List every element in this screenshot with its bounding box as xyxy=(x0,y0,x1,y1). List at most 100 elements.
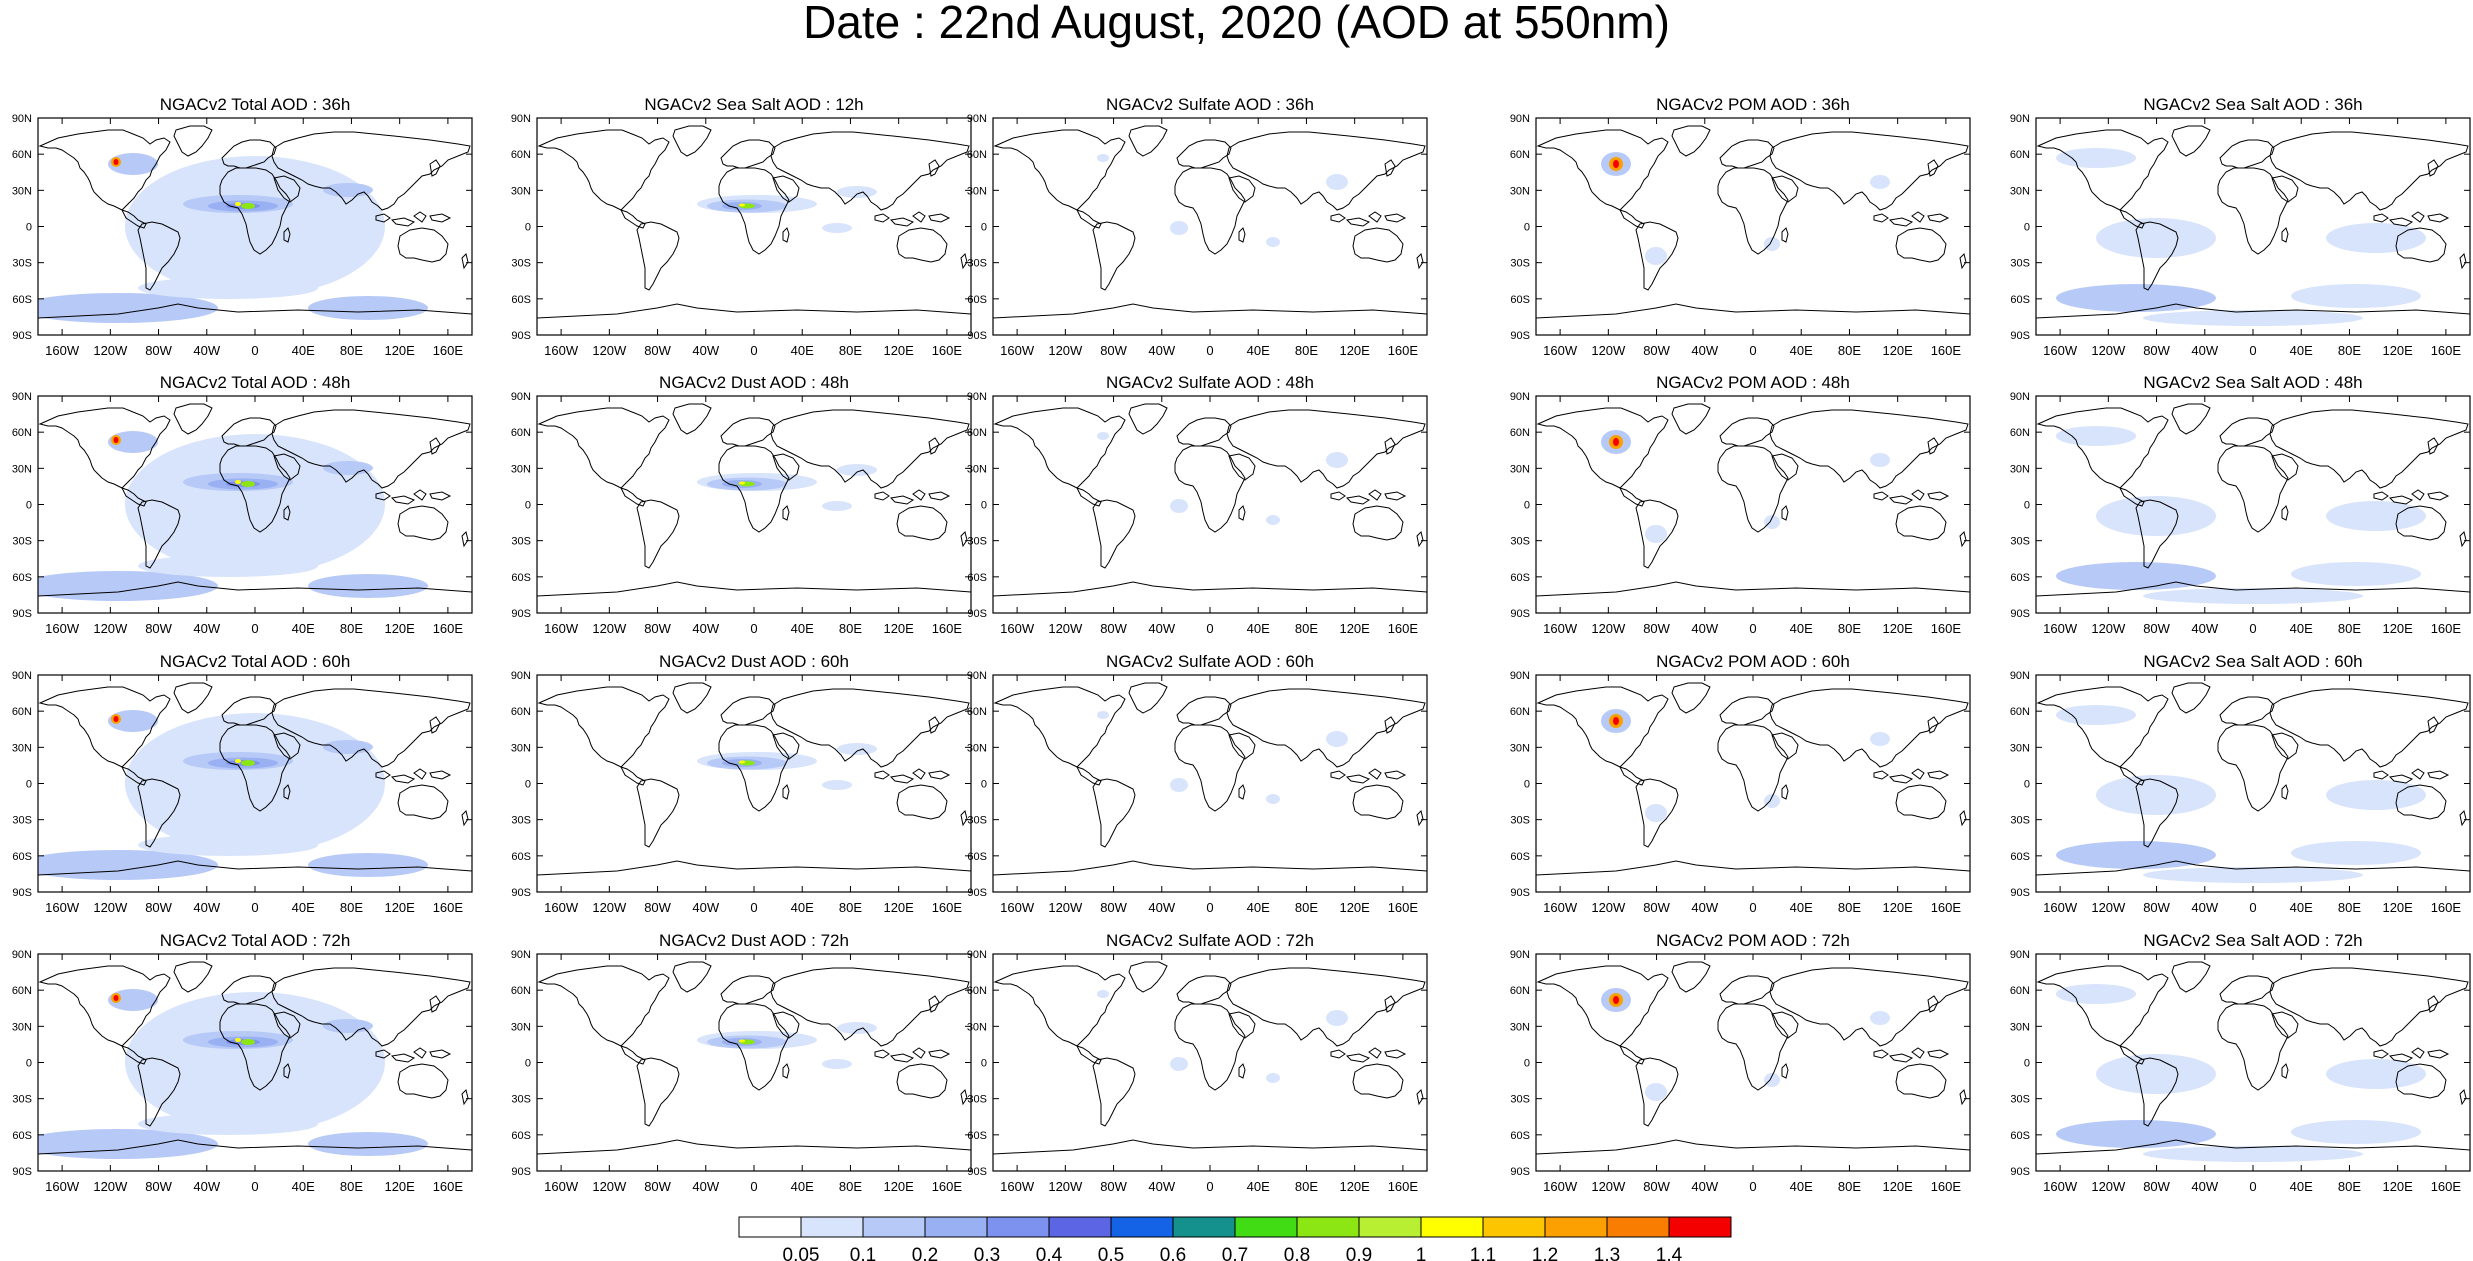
aod-shading xyxy=(1613,996,1619,1004)
aod-shading xyxy=(323,740,373,754)
lon-label: 160W xyxy=(1000,621,1035,636)
aod-shading xyxy=(1326,731,1348,747)
lat-label: 90N xyxy=(511,670,531,682)
lat-label: 60S xyxy=(12,851,32,863)
lat-label: 60S xyxy=(2010,294,2030,306)
lon-label: 120E xyxy=(1339,1179,1370,1194)
lon-label: 120E xyxy=(883,1179,914,1194)
lat-label: 90S xyxy=(2010,330,2030,342)
map-panel: 90N 60N 30N 0 30S 60S 90S 160W 120W 80W 40W 0 40E 80E… xyxy=(2010,670,2471,915)
lon-label: 120W xyxy=(1591,900,1626,915)
lat-label: 30N xyxy=(1510,463,1530,475)
aod-shading xyxy=(323,183,373,197)
aod-shading xyxy=(2056,562,2216,590)
lat-label: 60N xyxy=(2010,427,2030,439)
lon-label: 0 xyxy=(2249,621,2256,636)
lon-label: 40E xyxy=(1247,900,1270,915)
aod-shading xyxy=(2143,1146,2363,1162)
lon-label: 0 xyxy=(1206,900,1213,915)
lon-label: 40E xyxy=(292,343,315,358)
lat-label: 60N xyxy=(511,985,531,997)
lat-label: 90S xyxy=(967,608,987,620)
lat-label: 0 xyxy=(981,1058,987,1070)
aod-shading xyxy=(822,1059,852,1069)
lon-label: 120E xyxy=(2382,1179,2413,1194)
lon-label: 120E xyxy=(883,900,914,915)
aod-shading xyxy=(113,159,119,165)
lon-label: 40E xyxy=(292,900,315,915)
lon-label: 80E xyxy=(1295,900,1318,915)
lon-label: 40E xyxy=(1247,1179,1270,1194)
panel-title: NGACv2 Total AOD : 72h xyxy=(160,931,351,950)
lon-label: 80W xyxy=(1100,621,1127,636)
lon-label: 0 xyxy=(1749,900,1756,915)
lon-label: 0 xyxy=(251,343,258,358)
lon-label: 0 xyxy=(1206,343,1213,358)
lon-label: 120W xyxy=(93,343,128,358)
panel-title: NGACv2 Total AOD : 60h xyxy=(160,652,351,671)
lon-label: 120W xyxy=(1591,621,1626,636)
aod-shading xyxy=(138,1113,318,1135)
aod-shading xyxy=(241,1039,255,1045)
aod-shading xyxy=(739,760,745,764)
lat-label: 30S xyxy=(967,1094,987,1106)
aod-shading xyxy=(2291,1120,2421,1144)
aod-shading xyxy=(1613,160,1619,168)
aod-shading xyxy=(2056,148,2136,168)
lat-label: 60S xyxy=(1510,294,1530,306)
lat-label: 0 xyxy=(525,1058,531,1070)
aod-shading xyxy=(1266,515,1280,525)
lon-label: 40W xyxy=(1148,343,1175,358)
lon-label: 0 xyxy=(750,621,757,636)
lon-label: 40E xyxy=(2290,343,2313,358)
lon-label: 0 xyxy=(2249,1179,2256,1194)
lon-label: 160W xyxy=(544,621,579,636)
panel-title: NGACv2 Total AOD : 36h xyxy=(160,95,351,114)
lat-label: 30N xyxy=(1510,185,1530,197)
lon-label: 80E xyxy=(1838,343,1861,358)
lon-label: 40E xyxy=(791,900,814,915)
map-panel: 90N 60N 30N 0 30S 60S 90S 160W 120W 80W 40W 0 40E 80E… xyxy=(2010,391,2471,636)
lat-label: 90N xyxy=(1510,113,1530,125)
lon-label: 120E xyxy=(883,343,914,358)
panel-title: NGACv2 Dust AOD : 60h xyxy=(659,652,849,671)
aod-shading xyxy=(2056,841,2216,869)
lon-label: 120W xyxy=(592,1179,627,1194)
lon-label: 80W xyxy=(145,900,172,915)
colorbar-label: 0.4 xyxy=(1036,1245,1063,1261)
lat-label: 90N xyxy=(2010,670,2030,682)
colorbar-swatch xyxy=(1110,1216,1174,1238)
lon-label: 120W xyxy=(1591,1179,1626,1194)
lat-label: 60N xyxy=(511,149,531,161)
aod-shading xyxy=(308,574,428,598)
lon-label: 160E xyxy=(1931,621,1962,636)
aod-shading xyxy=(235,1038,241,1042)
panel-title: NGACv2 Sulfate AOD : 36h xyxy=(1106,95,1314,114)
lat-label: 30S xyxy=(1510,815,1530,827)
lon-label: 120E xyxy=(2382,621,2413,636)
lon-label: 160W xyxy=(1000,1179,1035,1194)
aod-shading xyxy=(2291,562,2421,586)
lon-label: 160E xyxy=(1931,1179,1962,1194)
lon-label: 160W xyxy=(2043,621,2078,636)
lat-label: 30N xyxy=(967,1021,987,1033)
lon-label: 40W xyxy=(2191,343,2218,358)
lat-label: 30S xyxy=(967,536,987,548)
map-panel: 90N 60N 30N 0 30S 60S 90S 160W 120W 80W 40W 0 40E 80E… xyxy=(967,670,1428,915)
colorbar-label: 0.05 xyxy=(783,1245,820,1261)
lat-label: 30N xyxy=(12,1021,32,1033)
colorbar-swatch xyxy=(1172,1216,1236,1238)
lon-label: 160E xyxy=(2431,621,2462,636)
lat-label: 90S xyxy=(12,330,32,342)
lon-label: 120W xyxy=(592,343,627,358)
aod-shading xyxy=(739,1039,745,1043)
lon-label: 160E xyxy=(433,1179,464,1194)
colorbar-label: 1 xyxy=(1416,1245,1427,1261)
map-panel: 90N 60N 30N 0 30S 60S 90S 160W 120W 80W 40W 0 40E 80E… xyxy=(12,949,473,1194)
lat-label: 60N xyxy=(1510,706,1530,718)
panel-title: NGACv2 Total AOD : 48h xyxy=(160,373,351,392)
lat-label: 90S xyxy=(12,608,32,620)
aod-shading xyxy=(1764,515,1780,529)
lon-label: 80W xyxy=(145,1179,172,1194)
lat-label: 60N xyxy=(2010,706,2030,718)
